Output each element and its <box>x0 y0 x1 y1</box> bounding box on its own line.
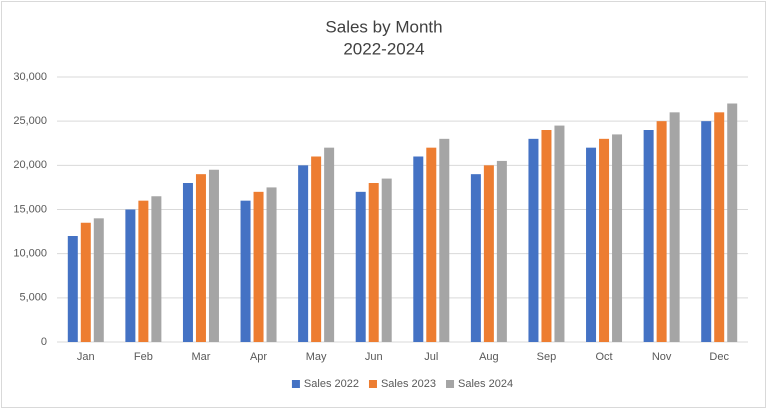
x-tick-label: Jun <box>365 351 383 363</box>
bar <box>298 165 309 342</box>
bar <box>701 121 712 343</box>
x-tick-label: Nov <box>652 351 672 363</box>
bar <box>67 236 78 342</box>
bar <box>195 174 206 342</box>
x-tick-label: Dec <box>709 351 729 363</box>
legend-label: Sales 2024 <box>458 378 513 390</box>
bar <box>554 125 565 342</box>
bar <box>714 112 725 342</box>
bar <box>253 191 264 342</box>
bar <box>586 147 597 342</box>
bar <box>470 174 481 342</box>
bar <box>599 138 610 342</box>
bar <box>324 147 335 342</box>
y-tick-label: 10,000 <box>13 248 47 260</box>
x-tick-label: May <box>306 351 327 363</box>
y-tick-label: 30,000 <box>13 71 47 83</box>
bar <box>669 112 680 342</box>
bar <box>182 183 193 342</box>
y-tick-label: 20,000 <box>13 159 47 171</box>
bar <box>528 138 539 342</box>
bar <box>355 191 366 342</box>
legend-swatch <box>446 380 455 388</box>
bar <box>541 130 552 342</box>
x-tick-label: Oct <box>595 351 612 363</box>
x-tick-label: Jan <box>77 351 95 363</box>
bar <box>208 169 219 342</box>
bar <box>483 165 494 342</box>
bar <box>727 103 738 342</box>
y-tick-label: 25,000 <box>13 115 47 127</box>
bar <box>426 147 437 342</box>
bar <box>439 138 450 342</box>
bar <box>266 187 277 342</box>
bar <box>643 130 654 342</box>
y-tick-label: 0 <box>41 336 47 348</box>
bar <box>138 200 149 342</box>
bar <box>311 156 322 342</box>
y-tick-label: 5,000 <box>19 292 47 304</box>
x-tick-label: Jul <box>424 351 438 363</box>
bar <box>80 222 91 342</box>
bar <box>656 121 667 343</box>
x-tick-label: Aug <box>479 351 499 363</box>
chart-subtitle: 2022-2024 <box>343 39 424 58</box>
bar <box>151 196 162 342</box>
legend-swatch <box>291 380 300 388</box>
x-tick-label: Mar <box>191 351 210 363</box>
x-tick-label: Apr <box>250 351 267 363</box>
bar <box>496 160 507 342</box>
bar <box>240 200 251 342</box>
bar <box>381 178 392 342</box>
bar <box>93 218 104 342</box>
y-tick-label: 15,000 <box>13 203 47 215</box>
legend-label: Sales 2022 <box>304 378 359 390</box>
chart-title: Sales by Month <box>325 17 442 36</box>
legend-label: Sales 2023 <box>381 378 436 390</box>
bar <box>368 183 379 342</box>
x-tick-label: Feb <box>134 351 153 363</box>
bar <box>413 156 424 342</box>
bar <box>612 134 623 342</box>
legend-swatch <box>368 380 377 388</box>
bar <box>125 209 136 342</box>
x-tick-label: Sep <box>537 351 557 363</box>
